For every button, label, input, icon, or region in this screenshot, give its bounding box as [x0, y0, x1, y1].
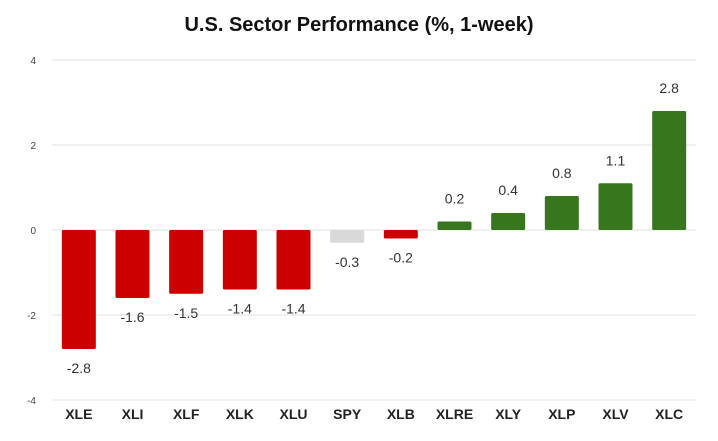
y-tick-label: -4	[27, 396, 36, 407]
bar-xle	[61, 230, 96, 349]
category-label: XLU	[280, 406, 308, 422]
y-tick-label: -2	[27, 311, 36, 322]
bar-xlre	[437, 221, 472, 230]
data-label: -2.8	[67, 360, 91, 376]
bar-spy	[330, 230, 365, 243]
category-label: XLB	[387, 406, 415, 422]
data-label: -1.5	[174, 305, 198, 321]
bar-xlc	[652, 111, 687, 230]
y-tick-label: 2	[30, 141, 36, 152]
category-label: XLI	[122, 406, 144, 422]
category-label: XLRE	[436, 406, 473, 422]
data-label: 0.4	[498, 182, 518, 198]
bar-xlu	[276, 230, 311, 290]
category-label: XLY	[495, 406, 522, 422]
category-label: XLV	[602, 406, 629, 422]
bar-xly	[491, 213, 526, 230]
category-label: XLF	[173, 406, 200, 422]
category-label: XLP	[548, 406, 575, 422]
chart-title: U.S. Sector Performance (%, 1-week)	[184, 14, 534, 36]
data-label: -0.3	[335, 254, 359, 270]
bar-xlf	[169, 230, 204, 294]
category-label: SPY	[333, 406, 362, 422]
bar-xli	[115, 230, 150, 298]
y-tick-label: 0	[30, 226, 36, 237]
x-axis-category-labels: XLE XLI XLF XLK XLU SPY XLB XLRE XLY XLP XLV XLC	[65, 406, 683, 422]
data-labels: -2.8 -1.6 -1.5 -1.4 -1.4 -0.3 -0.2 0.2 0.4 0.8 1.1…	[67, 80, 679, 376]
bar-xlv	[598, 183, 633, 230]
category-label: XLC	[655, 406, 683, 422]
y-axis-tick-labels: 4 2 0 -2 -4	[27, 56, 36, 407]
category-label: XLE	[65, 406, 92, 422]
y-tick-label: 4	[30, 56, 36, 67]
bar-xlb	[383, 230, 418, 239]
data-label: -1.6	[120, 309, 144, 325]
bars	[61, 111, 687, 349]
bar-xlk	[222, 230, 257, 290]
data-label: -0.2	[389, 250, 413, 266]
gridlines	[52, 59, 696, 401]
data-label: -1.4	[228, 301, 252, 317]
bar-xlp	[544, 196, 579, 230]
data-label: 0.8	[552, 165, 572, 181]
data-label: 1.1	[606, 152, 626, 168]
category-label: XLK	[226, 406, 254, 422]
data-label: 2.8	[659, 80, 679, 96]
data-label: 0.2	[445, 191, 465, 207]
data-label: -1.4	[281, 301, 305, 317]
